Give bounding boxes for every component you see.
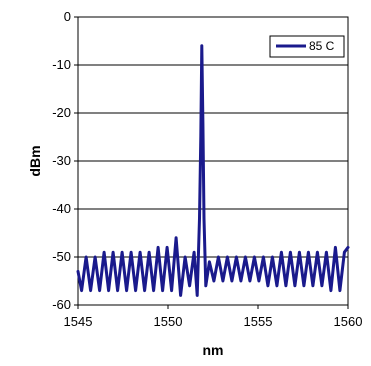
y-tick-label: -60 (52, 297, 71, 312)
legend-label: 85 C (309, 39, 335, 53)
y-tick-label: -50 (52, 249, 71, 264)
y-axis-title: dBm (27, 145, 43, 176)
y-tick-label: -20 (52, 105, 71, 120)
series-layer (76, 44, 350, 297)
x-tick-label: 1550 (154, 314, 183, 329)
x-tick-label: 1560 (334, 314, 363, 329)
y-tick-label: -30 (52, 153, 71, 168)
gridlines (78, 64, 348, 258)
y-tick-label: 0 (64, 9, 71, 24)
axis-ticks: 0 -10 -20 -30 -40 -50 -60 1545 1550 1555 1560 (52, 9, 362, 329)
y-tick-label: -10 (52, 57, 71, 72)
legend: 85 C (269, 35, 345, 58)
y-tick-label: -40 (52, 201, 71, 216)
series-line-85c (76, 44, 350, 297)
legend-box (269, 35, 345, 58)
x-axis-title: nm (203, 342, 224, 358)
x-tick-label: 1555 (244, 314, 273, 329)
x-tick-label: 1545 (64, 314, 93, 329)
